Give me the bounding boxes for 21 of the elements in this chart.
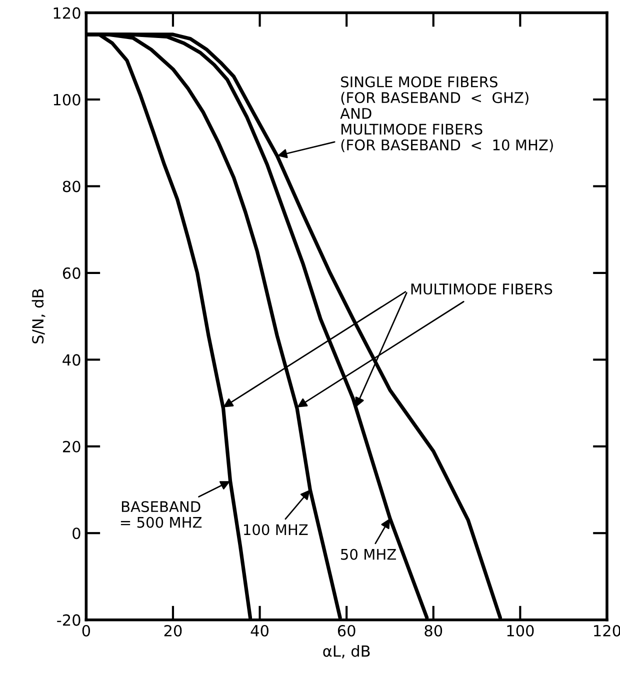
annotation: SINGLE MODE FIBERS (FOR BASEBAND < GHZ) AND MULTIMODE FIBERS (FOR BASEBAND < 10 MHZ) (340, 76, 553, 152)
y-tick-label: -20 (57, 614, 80, 626)
y-tick-label: 20 (62, 440, 80, 452)
y-tick-label: 120 (54, 7, 80, 19)
annotation: 100 MHZ (244, 524, 308, 536)
y-tick-label: 100 (54, 94, 80, 106)
x-tick-label: 40 (250, 624, 268, 637)
x-tick-label: 60 (338, 624, 356, 637)
x-axis-title: αL, dB (323, 645, 370, 658)
y-tick-label: 80 (62, 180, 80, 192)
x-tick-label: 80 (424, 624, 442, 637)
x-tick-label: 100 (507, 624, 534, 637)
y-tick-label: 60 (62, 267, 80, 279)
y-axis-title: S/N, dB (32, 289, 46, 344)
x-tick-label: 0 (82, 624, 90, 637)
y-tick-label: 0 (72, 528, 80, 540)
x-tick-label: 20 (164, 624, 182, 637)
annotation: MULTIMODE FIBERS (411, 283, 552, 295)
annotation: 50 MHZ (341, 548, 396, 560)
annotation: BASEBAND = 500 MHZ (120, 501, 202, 528)
y-tick-label: 40 (62, 354, 80, 366)
